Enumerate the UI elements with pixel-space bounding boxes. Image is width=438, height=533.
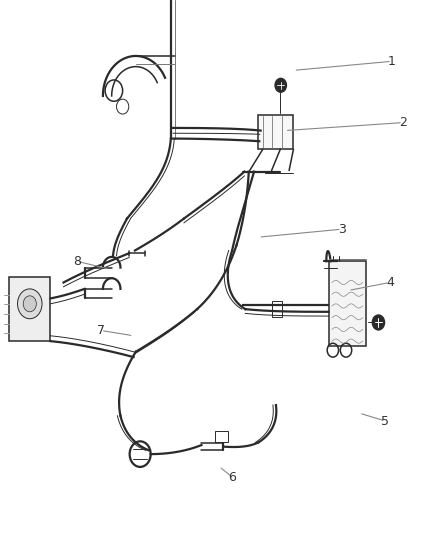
Bar <box>258 115 293 149</box>
Text: 6: 6 <box>228 471 236 483</box>
Text: 7: 7 <box>97 324 105 337</box>
Text: 3: 3 <box>338 223 346 236</box>
Circle shape <box>23 296 36 312</box>
Bar <box>272 301 282 317</box>
Text: 2: 2 <box>399 116 407 129</box>
Text: 5: 5 <box>381 415 389 427</box>
Text: 4: 4 <box>386 276 394 289</box>
Text: 8: 8 <box>73 255 81 268</box>
Bar <box>9 277 50 341</box>
Circle shape <box>372 315 385 330</box>
Circle shape <box>18 289 42 319</box>
Bar <box>328 261 366 346</box>
Bar <box>215 431 228 442</box>
Text: 1: 1 <box>388 55 396 68</box>
Circle shape <box>275 78 286 92</box>
